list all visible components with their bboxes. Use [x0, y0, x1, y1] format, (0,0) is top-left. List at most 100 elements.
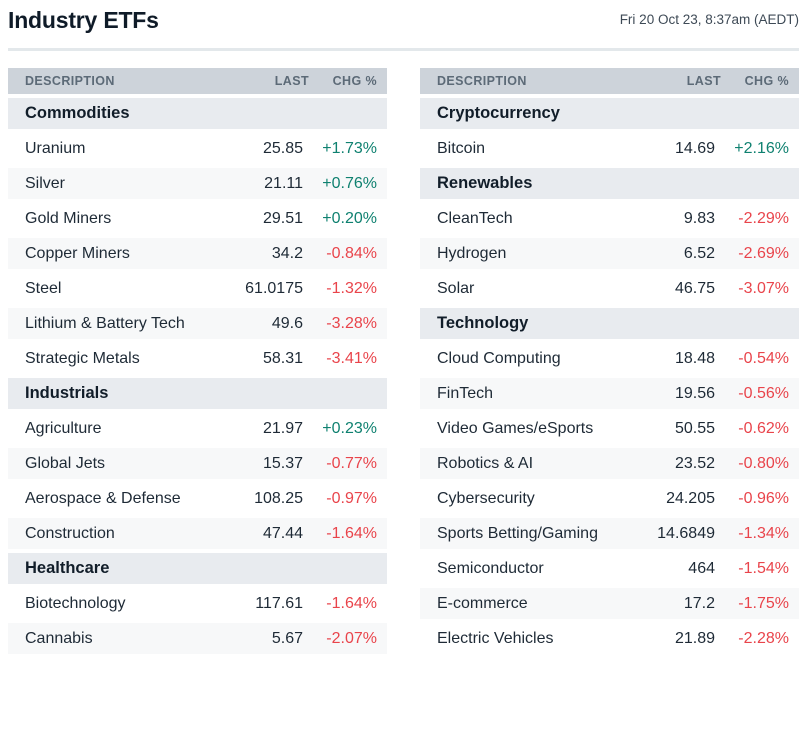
etf-row[interactable]: Agriculture 21.97 +0.23%	[8, 413, 387, 448]
etf-description: Electric Vehicles	[420, 623, 629, 658]
etf-description: Copper Miners	[8, 238, 217, 273]
etf-change-percent: -2.28%	[721, 623, 799, 658]
timestamp: Fri 20 Oct 23, 8:37am (AEDT)	[619, 12, 799, 27]
etf-description: Aerospace & Defense	[8, 483, 217, 518]
etf-last-price: 15.37	[217, 448, 309, 483]
etf-description: Biotechnology	[8, 588, 217, 623]
section-title: Cryptocurrency	[420, 98, 799, 133]
etf-row[interactable]: Gold Miners 29.51 +0.20%	[8, 203, 387, 238]
etf-last-price: 464	[629, 553, 721, 588]
etf-change-percent: +0.23%	[309, 413, 387, 448]
etf-last-price: 6.52	[629, 238, 721, 273]
etf-description: Solar	[420, 273, 629, 308]
etf-change-percent: -0.62%	[721, 413, 799, 448]
etf-row[interactable]: Cannabis 5.67 -2.07%	[8, 623, 387, 658]
etf-row[interactable]: Semiconductor 464 -1.54%	[420, 553, 799, 588]
etf-description: FinTech	[420, 378, 629, 413]
etf-description: Cloud Computing	[420, 343, 629, 378]
etf-change-percent: +0.76%	[309, 168, 387, 203]
etf-row[interactable]: CleanTech 9.83 -2.29%	[420, 203, 799, 238]
etf-row[interactable]: Uranium 25.85 +1.73%	[8, 133, 387, 168]
etf-description: Semiconductor	[420, 553, 629, 588]
section-header-row: Healthcare	[8, 553, 387, 588]
etf-row[interactable]: Bitcoin 14.69 +2.16%	[420, 133, 799, 168]
etf-row[interactable]: Aerospace & Defense 108.25 -0.97%	[8, 483, 387, 518]
etf-description: Uranium	[8, 133, 217, 168]
column-header-chg: CHG %	[721, 68, 799, 98]
etf-row[interactable]: Lithium & Battery Tech 49.6 -3.28%	[8, 308, 387, 343]
etf-description: Bitcoin	[420, 133, 629, 168]
table-header: DESCRIPTION LAST CHG %	[8, 68, 387, 98]
etf-row[interactable]: Copper Miners 34.2 -0.84%	[8, 238, 387, 273]
etf-change-percent: -1.54%	[721, 553, 799, 588]
etf-last-price: 19.56	[629, 378, 721, 413]
etf-description: Global Jets	[8, 448, 217, 483]
etf-change-percent: -0.96%	[721, 483, 799, 518]
etf-row[interactable]: Solar 46.75 -3.07%	[420, 273, 799, 308]
etf-row[interactable]: E-commerce 17.2 -1.75%	[420, 588, 799, 623]
etf-change-percent: -1.64%	[309, 518, 387, 553]
etf-last-price: 23.52	[629, 448, 721, 483]
etf-change-percent: -1.32%	[309, 273, 387, 308]
table-body: Commodities Uranium 25.85 +1.73% Silver 21.11…	[8, 98, 387, 658]
section-title: Healthcare	[8, 553, 387, 588]
etf-row[interactable]: Electric Vehicles 21.89 -2.28%	[420, 623, 799, 658]
etf-row[interactable]: Robotics & AI 23.52 -0.80%	[420, 448, 799, 483]
etf-change-percent: +1.73%	[309, 133, 387, 168]
etf-description: Cannabis	[8, 623, 217, 658]
etf-row[interactable]: Steel 61.0175 -1.32%	[8, 273, 387, 308]
etf-description: Silver	[8, 168, 217, 203]
section-header-row: Commodities	[8, 98, 387, 133]
etf-change-percent: -2.29%	[721, 203, 799, 238]
etf-description: Sports Betting/Gaming	[420, 518, 629, 553]
table-header-row: DESCRIPTION LAST CHG %	[8, 68, 387, 98]
etf-row[interactable]: Cloud Computing 18.48 -0.54%	[420, 343, 799, 378]
page-title: Industry ETFs	[8, 7, 159, 33]
etf-last-price: 5.67	[217, 623, 309, 658]
etf-row[interactable]: Strategic Metals 58.31 -3.41%	[8, 343, 387, 378]
etf-change-percent: -0.56%	[721, 378, 799, 413]
etf-last-price: 58.31	[217, 343, 309, 378]
column-header-chg: CHG %	[309, 68, 387, 98]
etf-description: Strategic Metals	[8, 343, 217, 378]
etf-change-percent: -3.41%	[309, 343, 387, 378]
etf-last-price: 49.6	[217, 308, 309, 343]
etf-last-price: 108.25	[217, 483, 309, 518]
etf-change-percent: -2.69%	[721, 238, 799, 273]
etf-row[interactable]: Sports Betting/Gaming 14.6849 -1.34%	[420, 518, 799, 553]
etf-last-price: 14.6849	[629, 518, 721, 553]
etf-description: Video Games/eSports	[420, 413, 629, 448]
etf-description: CleanTech	[420, 203, 629, 238]
etf-last-price: 29.51	[217, 203, 309, 238]
etf-change-percent: -0.84%	[309, 238, 387, 273]
etf-last-price: 34.2	[217, 238, 309, 273]
section-title: Industrials	[8, 378, 387, 413]
etf-last-price: 61.0175	[217, 273, 309, 308]
etf-row[interactable]: Global Jets 15.37 -0.77%	[8, 448, 387, 483]
section-header-row: Industrials	[8, 378, 387, 413]
etf-change-percent: -0.97%	[309, 483, 387, 518]
etf-change-percent: -0.77%	[309, 448, 387, 483]
etf-description: Lithium & Battery Tech	[8, 308, 217, 343]
section-title: Commodities	[8, 98, 387, 133]
etf-change-percent: +2.16%	[721, 133, 799, 168]
etf-row[interactable]: Hydrogen 6.52 -2.69%	[420, 238, 799, 273]
etf-row[interactable]: Cybersecurity 24.205 -0.96%	[420, 483, 799, 518]
etf-row[interactable]: Video Games/eSports 50.55 -0.62%	[420, 413, 799, 448]
section-header-row: Cryptocurrency	[420, 98, 799, 133]
etf-description: E-commerce	[420, 588, 629, 623]
table-header: DESCRIPTION LAST CHG %	[420, 68, 799, 98]
column-header-last: LAST	[629, 68, 721, 98]
etf-row[interactable]: Biotechnology 117.61 -1.64%	[8, 588, 387, 623]
etf-row[interactable]: FinTech 19.56 -0.56%	[420, 378, 799, 413]
column-header-description: DESCRIPTION	[420, 68, 629, 98]
etf-last-price: 25.85	[217, 133, 309, 168]
etf-description: Steel	[8, 273, 217, 308]
etf-row[interactable]: Silver 21.11 +0.76%	[8, 168, 387, 203]
etf-last-price: 47.44	[217, 518, 309, 553]
etf-row[interactable]: Construction 47.44 -1.64%	[8, 518, 387, 553]
etf-last-price: 117.61	[217, 588, 309, 623]
etf-table-right: DESCRIPTION LAST CHG % Cryptocurrency Bit…	[420, 68, 799, 658]
etf-last-price: 14.69	[629, 133, 721, 168]
